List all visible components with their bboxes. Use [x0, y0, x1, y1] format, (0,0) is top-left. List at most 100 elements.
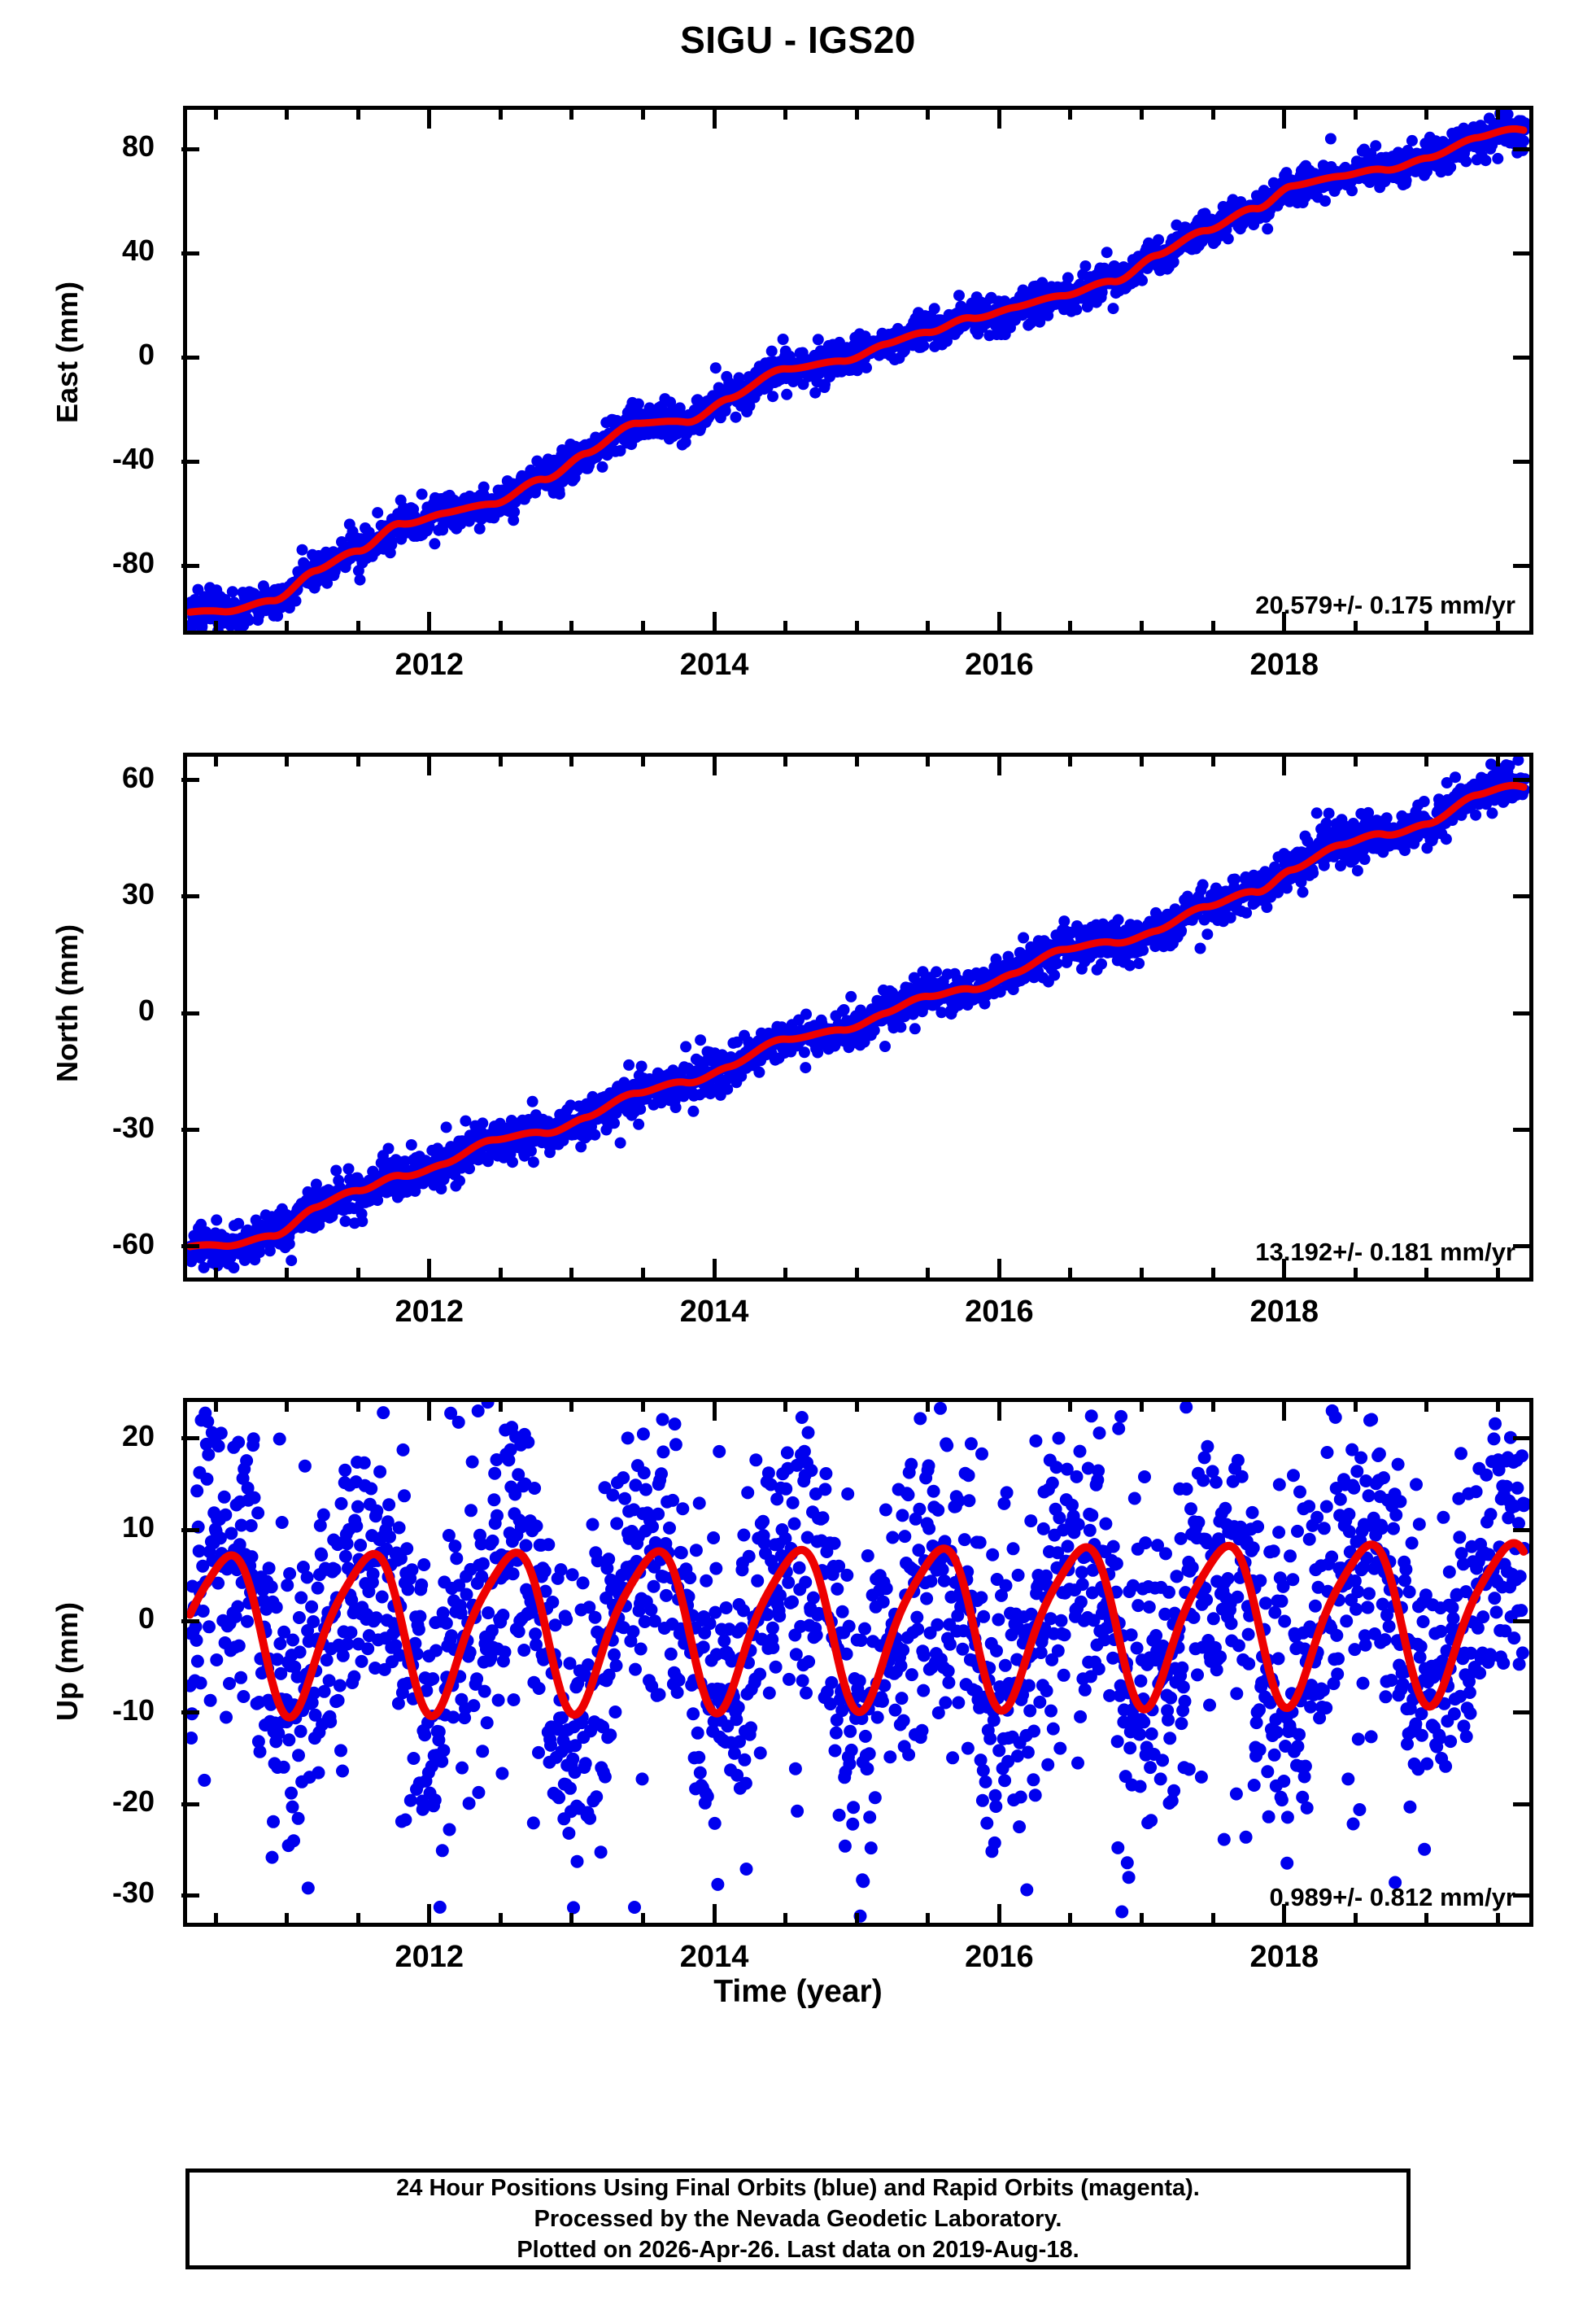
x-tick-mark	[1068, 621, 1073, 633]
x-tick-mark	[783, 1268, 788, 1280]
x-tick-mark-top	[213, 107, 218, 120]
x-tick-mark-top	[712, 1400, 717, 1421]
x-tick-mark	[926, 621, 931, 633]
x-tick-mark-top	[1495, 754, 1500, 766]
x-tick-label-east: 2014	[679, 648, 749, 682]
y-tick-label-north: 60	[121, 760, 155, 794]
x-tick-mark-top	[1140, 754, 1145, 766]
y-tick-label-east: 40	[121, 234, 155, 267]
trend-curve-east	[187, 125, 1528, 616]
x-tick-mark	[1495, 1913, 1500, 1925]
x-tick-mark	[213, 1268, 218, 1280]
x-tick-mark-top	[569, 1400, 574, 1412]
x-tick-mark-top	[1424, 1400, 1429, 1412]
x-tick-mark-top	[641, 754, 645, 766]
x-tick-mark-top	[1282, 107, 1287, 129]
y-tick-mark-right	[1513, 1893, 1531, 1898]
y-tick-label-east: -40	[111, 442, 155, 475]
x-tick-mark	[1353, 1913, 1358, 1925]
x-tick-mark	[1424, 621, 1429, 633]
y-tick-mark	[181, 355, 199, 360]
x-tick-mark	[783, 1913, 788, 1925]
y-tick-mark-right	[1513, 1436, 1531, 1441]
x-tick-mark	[712, 1904, 717, 1925]
x-tick-mark-top	[1210, 754, 1215, 766]
x-tick-mark-top	[641, 107, 645, 120]
x-tick-label-up: 2012	[395, 1940, 464, 1974]
y-tick-mark	[181, 1128, 199, 1132]
panel-north: 13.192+/- 0.181 mm/yr	[183, 753, 1533, 1282]
x-tick-mark	[854, 1913, 859, 1925]
x-tick-mark	[1210, 1268, 1215, 1280]
trend-curve-north	[187, 781, 1528, 1251]
x-tick-mark-top	[926, 754, 931, 766]
x-tick-mark	[641, 621, 645, 633]
x-tick-mark-top	[926, 107, 931, 120]
y-tick-label-east: -80	[111, 546, 155, 579]
rate-label-up: 0.989+/- 0.812 mm/yr	[1269, 1883, 1515, 1911]
x-tick-mark	[427, 612, 432, 633]
rate-label-north: 13.192+/- 0.181 mm/yr	[1255, 1238, 1515, 1266]
y-tick-mark	[181, 1802, 199, 1806]
y-tick-mark	[181, 1527, 199, 1532]
x-tick-mark	[641, 1268, 645, 1280]
x-tick-mark-top	[996, 1400, 1001, 1421]
x-tick-mark	[498, 1268, 503, 1280]
x-tick-label-north: 2012	[395, 1295, 464, 1329]
data-points-north	[187, 757, 1529, 1273]
x-tick-label-up: 2014	[679, 1940, 749, 1974]
y-tick-mark	[181, 1893, 199, 1898]
x-tick-mark	[355, 1913, 360, 1925]
y-tick-mark	[181, 1244, 199, 1249]
x-tick-mark	[1353, 621, 1358, 633]
data-points-east	[187, 110, 1529, 631]
x-tick-mark-top	[1495, 1400, 1500, 1412]
y-tick-mark-right	[1513, 1527, 1531, 1532]
x-tick-mark	[926, 1913, 931, 1925]
footer-line-3: Plotted on 2026-Apr-26. Last data on 201…	[517, 2237, 1079, 2264]
y-tick-mark	[181, 1618, 199, 1623]
x-tick-mark	[1068, 1268, 1073, 1280]
footer-line-2: Processed by the Nevada Geodetic Laborat…	[534, 2205, 1062, 2232]
x-tick-mark	[712, 1259, 717, 1280]
x-tick-mark	[427, 1259, 432, 1280]
y-tick-mark-right	[1513, 1802, 1531, 1806]
x-tick-mark-top	[926, 1400, 931, 1412]
x-tick-mark	[285, 1268, 290, 1280]
x-tick-mark-top	[427, 1400, 432, 1421]
x-tick-mark-top	[355, 1400, 360, 1412]
y-tick-mark-right	[1513, 251, 1531, 255]
x-tick-mark	[1353, 1268, 1358, 1280]
y-tick-mark-right	[1513, 146, 1531, 151]
x-tick-mark	[355, 1268, 360, 1280]
y-tick-label-north: 0	[137, 994, 155, 1028]
y-tick-mark-right	[1513, 778, 1531, 783]
x-tick-mark-top	[285, 1400, 290, 1412]
x-tick-mark-top	[569, 107, 574, 120]
x-tick-mark-top	[783, 754, 788, 766]
x-axis-label: Time (year)	[713, 1974, 883, 2009]
y-tick-mark-right	[1513, 894, 1531, 899]
x-tick-mark-top	[1424, 107, 1429, 120]
x-tick-mark	[1140, 1913, 1145, 1925]
x-tick-mark-top	[427, 107, 432, 129]
x-tick-mark	[996, 1904, 1001, 1925]
x-tick-mark-top	[498, 754, 503, 766]
x-tick-mark-top	[498, 1400, 503, 1412]
y-tick-label-east: 80	[121, 129, 155, 163]
x-tick-mark	[569, 1913, 574, 1925]
y-tick-mark	[181, 778, 199, 783]
x-tick-mark-top	[355, 107, 360, 120]
x-tick-mark-top	[854, 1400, 859, 1412]
x-tick-mark-top	[1282, 754, 1287, 775]
y-tick-mark	[181, 1436, 199, 1441]
x-tick-mark-top	[1424, 754, 1429, 766]
x-tick-mark-top	[996, 107, 1001, 129]
y-tick-mark	[181, 894, 199, 899]
x-tick-mark	[498, 621, 503, 633]
plot-area-east	[187, 110, 1529, 631]
x-tick-label-up: 2018	[1249, 1940, 1319, 1974]
y-tick-mark-right	[1513, 563, 1531, 568]
y-tick-label-up: -30	[111, 1876, 155, 1910]
